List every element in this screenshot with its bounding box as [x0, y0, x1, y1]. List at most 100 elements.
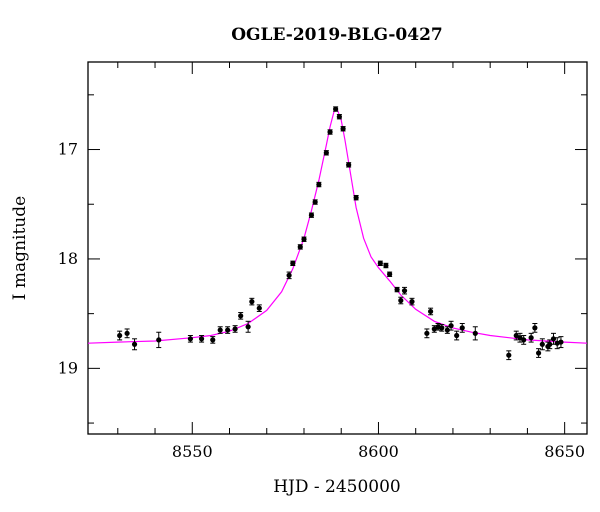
- point-marker: [301, 236, 307, 242]
- point-marker: [401, 288, 408, 294]
- data-point: [301, 236, 307, 242]
- point-marker: [308, 212, 315, 218]
- data-point: [249, 297, 255, 306]
- point-marker: [316, 181, 322, 188]
- data-point: [238, 312, 244, 320]
- data-point: [245, 320, 251, 333]
- point-marker: [323, 150, 329, 156]
- data-point: [308, 212, 315, 218]
- model-curve: [88, 108, 587, 344]
- point-marker: [547, 341, 553, 347]
- point-marker: [439, 325, 445, 331]
- data-point: [256, 304, 262, 312]
- point-marker: [245, 324, 251, 330]
- data-point: [401, 286, 408, 295]
- point-marker: [427, 308, 434, 315]
- data-point: [472, 326, 478, 341]
- point-marker: [290, 260, 296, 266]
- point-marker: [286, 272, 292, 278]
- point-marker: [444, 327, 450, 333]
- data-point: [448, 320, 454, 331]
- point-marker: [198, 336, 205, 342]
- data-point: [387, 271, 393, 277]
- tick-labels: 8550 8600 8650 17 18 19: [58, 140, 585, 461]
- point-marker: [333, 106, 339, 112]
- data-point: [225, 326, 231, 334]
- point-marker: [156, 337, 162, 343]
- data-point: [312, 199, 318, 205]
- y-tick-label: 19: [58, 358, 78, 377]
- point-marker: [336, 114, 342, 120]
- point-marker: [558, 339, 564, 345]
- point-marker: [539, 341, 545, 347]
- point-marker: [297, 244, 303, 250]
- x-axis-label: HJD - 2450000: [273, 477, 401, 497]
- data-point: [427, 307, 434, 316]
- point-marker: [187, 336, 194, 342]
- data-point: [424, 328, 430, 339]
- point-marker: [131, 341, 138, 347]
- point-marker: [383, 262, 389, 269]
- point-marker: [532, 325, 538, 331]
- data-point: [346, 162, 352, 168]
- point-marker: [528, 335, 534, 341]
- point-marker: [353, 195, 359, 201]
- model-curve-layer: [88, 108, 587, 344]
- point-marker: [225, 327, 231, 333]
- point-marker: [387, 271, 393, 277]
- point-marker: [448, 323, 454, 329]
- point-marker: [454, 332, 460, 339]
- data-point: [297, 244, 303, 250]
- point-marker: [521, 337, 527, 343]
- data-point: [539, 338, 545, 351]
- x-tick-label: 8650: [544, 442, 585, 461]
- data-point: [532, 322, 538, 333]
- y-axis-label: I magnitude: [10, 196, 30, 300]
- point-marker: [535, 350, 542, 356]
- data-point: [198, 335, 205, 343]
- data-point: [558, 336, 564, 349]
- point-marker: [409, 299, 415, 305]
- point-marker: [472, 330, 478, 336]
- data-point: [156, 331, 162, 349]
- point-marker: [424, 330, 430, 336]
- x-tick-label: 8600: [358, 442, 399, 461]
- data-point: [286, 271, 292, 280]
- point-marker: [550, 336, 557, 342]
- data-point: [117, 330, 123, 341]
- data-points-layer: [117, 106, 564, 361]
- data-point: [459, 322, 465, 333]
- data-point: [131, 338, 138, 351]
- point-marker: [217, 327, 223, 333]
- data-point: [353, 194, 359, 201]
- data-point: [340, 126, 346, 132]
- point-marker: [124, 330, 130, 336]
- point-marker: [210, 337, 216, 343]
- y-tick-label: 17: [58, 140, 78, 159]
- data-point: [217, 326, 223, 334]
- point-marker: [377, 260, 383, 266]
- y-tick-label: 18: [58, 249, 78, 268]
- data-point: [454, 330, 460, 341]
- axis-ticks: [88, 62, 587, 434]
- point-marker: [312, 199, 318, 205]
- point-marker: [256, 305, 262, 311]
- point-marker: [398, 297, 404, 304]
- data-point: [323, 150, 329, 156]
- data-point: [439, 324, 445, 332]
- data-point: [187, 335, 194, 343]
- point-marker: [327, 129, 333, 135]
- point-marker: [394, 286, 400, 293]
- data-point: [535, 348, 542, 358]
- point-marker: [459, 325, 465, 331]
- point-marker: [232, 326, 238, 332]
- data-point: [290, 260, 296, 267]
- data-point: [409, 297, 415, 306]
- data-point: [377, 260, 383, 267]
- plot-frame: [87, 61, 588, 435]
- data-point: [521, 335, 527, 345]
- x-tick-label: 8550: [172, 442, 213, 461]
- data-point: [394, 286, 400, 293]
- point-marker: [117, 332, 123, 339]
